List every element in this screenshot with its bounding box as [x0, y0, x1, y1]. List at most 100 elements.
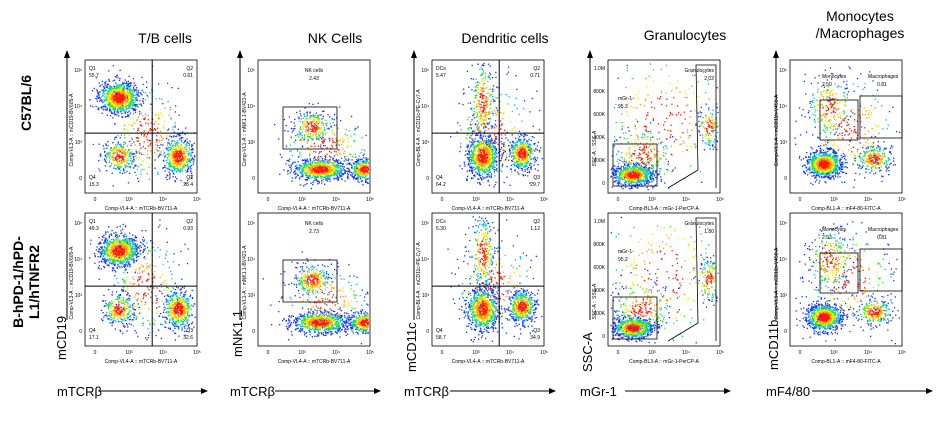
event-dot — [103, 305, 105, 307]
event-dot — [116, 164, 118, 166]
event-dot — [128, 239, 130, 241]
event-dot — [116, 259, 118, 262]
event-dot — [119, 91, 121, 93]
event-dot — [133, 296, 136, 298]
event-dot — [125, 111, 128, 113]
event-dot — [106, 99, 108, 101]
event-dot — [184, 327, 186, 329]
event-dot — [363, 169, 365, 172]
event-dot — [125, 103, 127, 105]
event-dot — [157, 127, 159, 129]
event-dot — [155, 302, 157, 304]
event-dot — [113, 98, 115, 100]
event-dot — [170, 156, 172, 158]
event-dot — [117, 141, 119, 143]
event-dot — [106, 107, 109, 109]
event-dot — [157, 173, 159, 175]
event-dot — [181, 301, 183, 303]
event-dot — [147, 123, 149, 125]
event-dot — [178, 163, 181, 165]
event-dot — [333, 175, 335, 177]
event-dot — [180, 155, 182, 157]
event-dot — [106, 242, 108, 244]
event-dot — [180, 136, 182, 139]
event-dot — [97, 107, 100, 109]
event-dot — [123, 261, 126, 263]
event-dot — [136, 140, 138, 142]
event-dot — [166, 250, 168, 252]
event-dot — [167, 149, 169, 151]
event-dot — [175, 157, 177, 159]
event-dot — [115, 157, 117, 160]
event-dot — [329, 166, 332, 168]
event-dot — [100, 106, 102, 108]
event-dot — [108, 265, 110, 267]
event-dot — [307, 160, 309, 162]
event-dot — [95, 249, 98, 251]
event-dot — [121, 300, 124, 302]
event-dot — [179, 135, 181, 137]
event-dot — [142, 100, 144, 102]
event-dot — [122, 101, 125, 103]
event-dot — [130, 94, 132, 96]
event-dot — [183, 305, 185, 307]
event-dot — [107, 104, 109, 107]
event-dot — [132, 105, 134, 107]
event-dot — [99, 242, 101, 245]
event-dot — [135, 149, 137, 151]
event-dot — [179, 148, 181, 150]
event-dot — [177, 160, 180, 162]
event-dot — [118, 96, 120, 99]
event-dot — [318, 182, 320, 184]
event-dot — [134, 246, 136, 248]
event-dot — [98, 143, 100, 145]
event-dot — [111, 229, 113, 232]
event-dot — [297, 174, 299, 176]
event-dot — [188, 158, 190, 161]
event-dot — [133, 87, 135, 89]
event-dot — [114, 93, 117, 95]
event-dot — [102, 236, 104, 238]
event-dot — [109, 103, 111, 105]
event-dot — [127, 287, 129, 289]
event-dot — [123, 110, 125, 112]
event-dot — [128, 103, 130, 106]
event-dot — [108, 98, 110, 100]
event-dot — [122, 89, 125, 91]
event-dot — [166, 179, 168, 181]
event-dot — [172, 159, 175, 161]
event-dot — [105, 144, 107, 146]
event-dot — [120, 318, 122, 320]
event-dot — [101, 96, 103, 98]
event-dot — [121, 149, 123, 151]
event-dot — [123, 169, 125, 171]
event-dot — [314, 176, 316, 178]
event-dot — [163, 120, 165, 122]
event-dot — [139, 272, 141, 274]
event-dot — [176, 309, 178, 312]
event-dot — [102, 94, 104, 96]
event-dot — [124, 265, 126, 267]
event-dot — [138, 263, 140, 265]
event-dot — [145, 122, 147, 124]
event-dot — [120, 106, 123, 108]
event-dot — [135, 151, 137, 153]
event-dot — [121, 92, 123, 94]
event-dot — [295, 167, 297, 169]
event-dot — [101, 251, 104, 253]
event-dot — [115, 321, 117, 323]
event-dot — [327, 164, 330, 166]
event-dot — [108, 100, 110, 102]
event-dot — [121, 320, 123, 323]
event-dot — [147, 114, 149, 117]
event-dot — [114, 269, 116, 272]
event-dot — [131, 251, 133, 253]
event-dot — [116, 93, 118, 95]
event-dot — [320, 177, 322, 179]
event-dot — [192, 149, 194, 151]
event-dot — [163, 309, 165, 311]
event-dot — [180, 160, 183, 162]
event-dot — [155, 121, 157, 123]
event-dot — [134, 171, 136, 174]
